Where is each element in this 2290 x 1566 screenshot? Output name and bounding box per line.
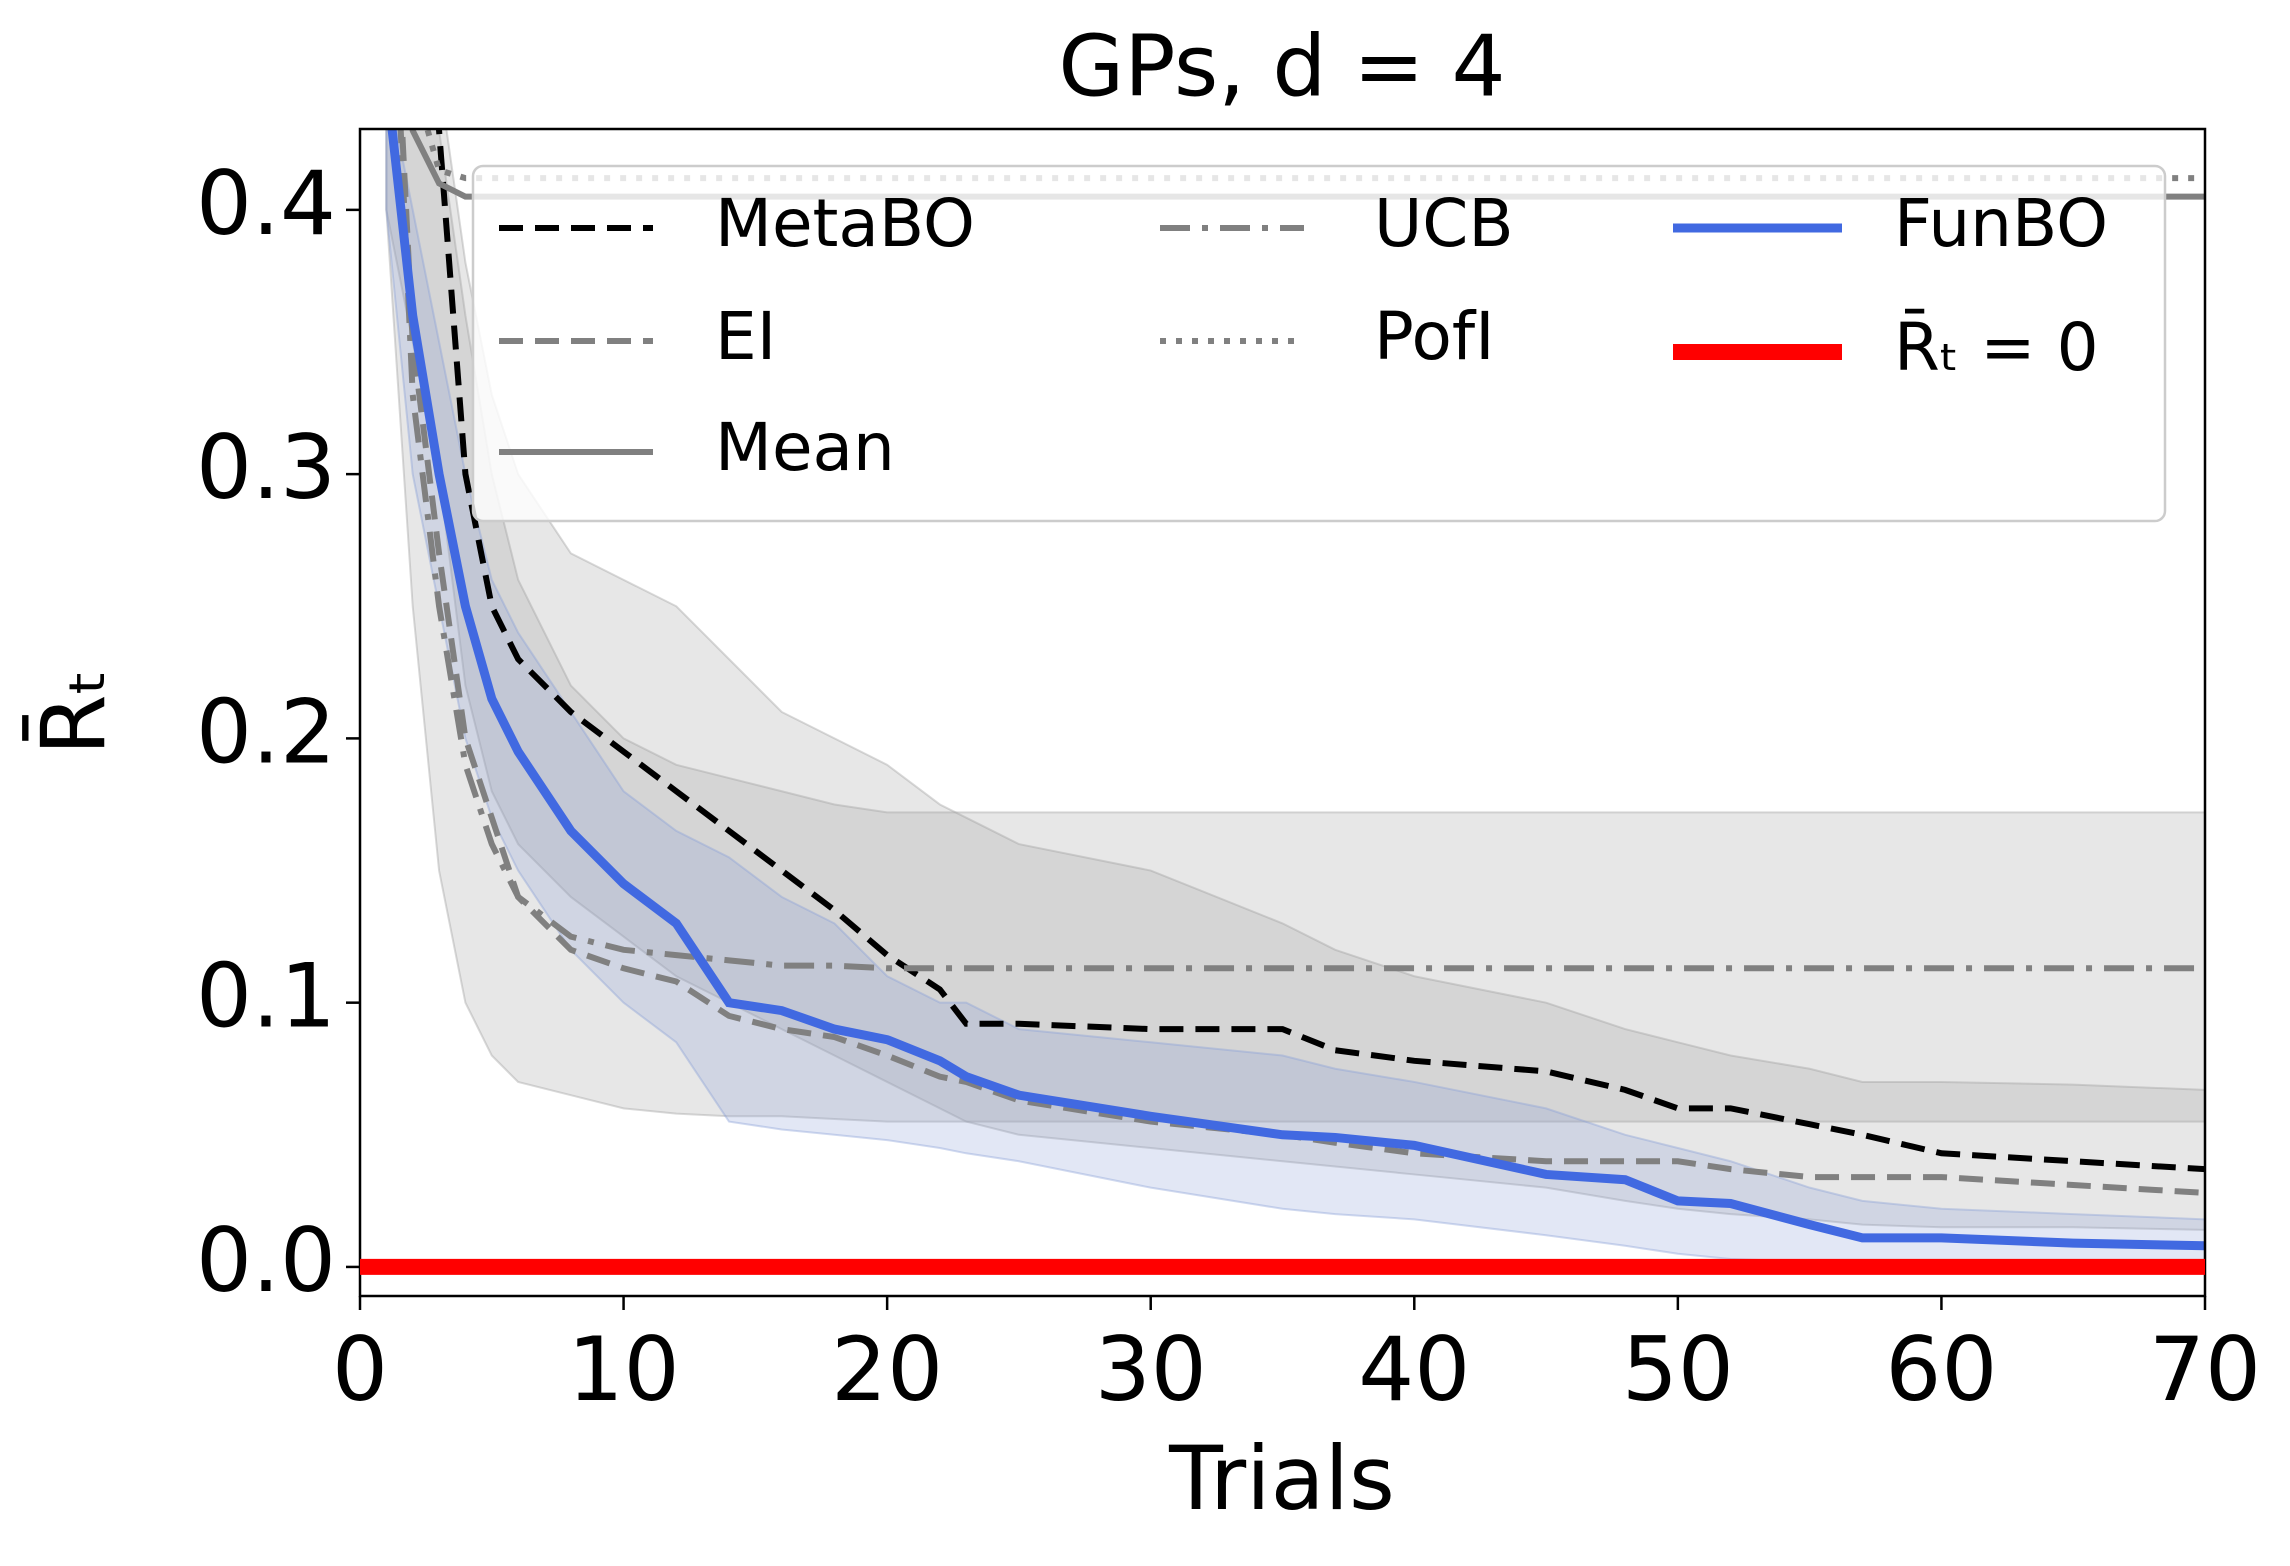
line xyxy=(399,129,2205,1196)
y-axis-label: R̄ₜ xyxy=(22,668,125,755)
legend-box xyxy=(471,164,2167,523)
x-tick-label: 30 xyxy=(1095,1318,1207,1421)
chart-title: GPs, d = 4 xyxy=(1058,17,1505,116)
y-tick-label: 0.0 xyxy=(196,1209,336,1312)
legend-label: Mean xyxy=(715,409,895,486)
band xyxy=(385,129,2205,1263)
x-tick-label: 10 xyxy=(568,1318,680,1421)
x-tick-label: 40 xyxy=(1358,1318,1470,1421)
x-tick-label: 70 xyxy=(2149,1318,2261,1421)
y-tick-label: 0.2 xyxy=(196,680,336,783)
line xyxy=(435,129,2205,1173)
x-axis-label: Trials xyxy=(1168,1427,1395,1530)
y-tick-label: 0.1 xyxy=(196,945,336,1048)
legend-label: EI xyxy=(715,298,776,375)
x-tick-label: 60 xyxy=(1885,1318,1997,1421)
x-tick-label: 20 xyxy=(831,1318,943,1421)
legend-label: R̄ₜ = 0 xyxy=(1894,309,2099,386)
legend-label: MetaBO xyxy=(715,185,975,262)
x-tick-label: 0 xyxy=(332,1318,388,1421)
line xyxy=(387,129,2205,1251)
band xyxy=(385,129,2205,1123)
legend-label: UCB xyxy=(1374,185,1514,262)
line xyxy=(397,129,2205,972)
x-tick-label: 50 xyxy=(1622,1318,1734,1421)
legend-label: PofI xyxy=(1374,298,1495,375)
band xyxy=(385,129,2205,1231)
axes-frame xyxy=(358,127,2207,1298)
legend-label: FunBO xyxy=(1894,185,2108,262)
y-tick-label: 0.3 xyxy=(196,416,336,519)
y-tick-label: 0.4 xyxy=(196,152,336,255)
